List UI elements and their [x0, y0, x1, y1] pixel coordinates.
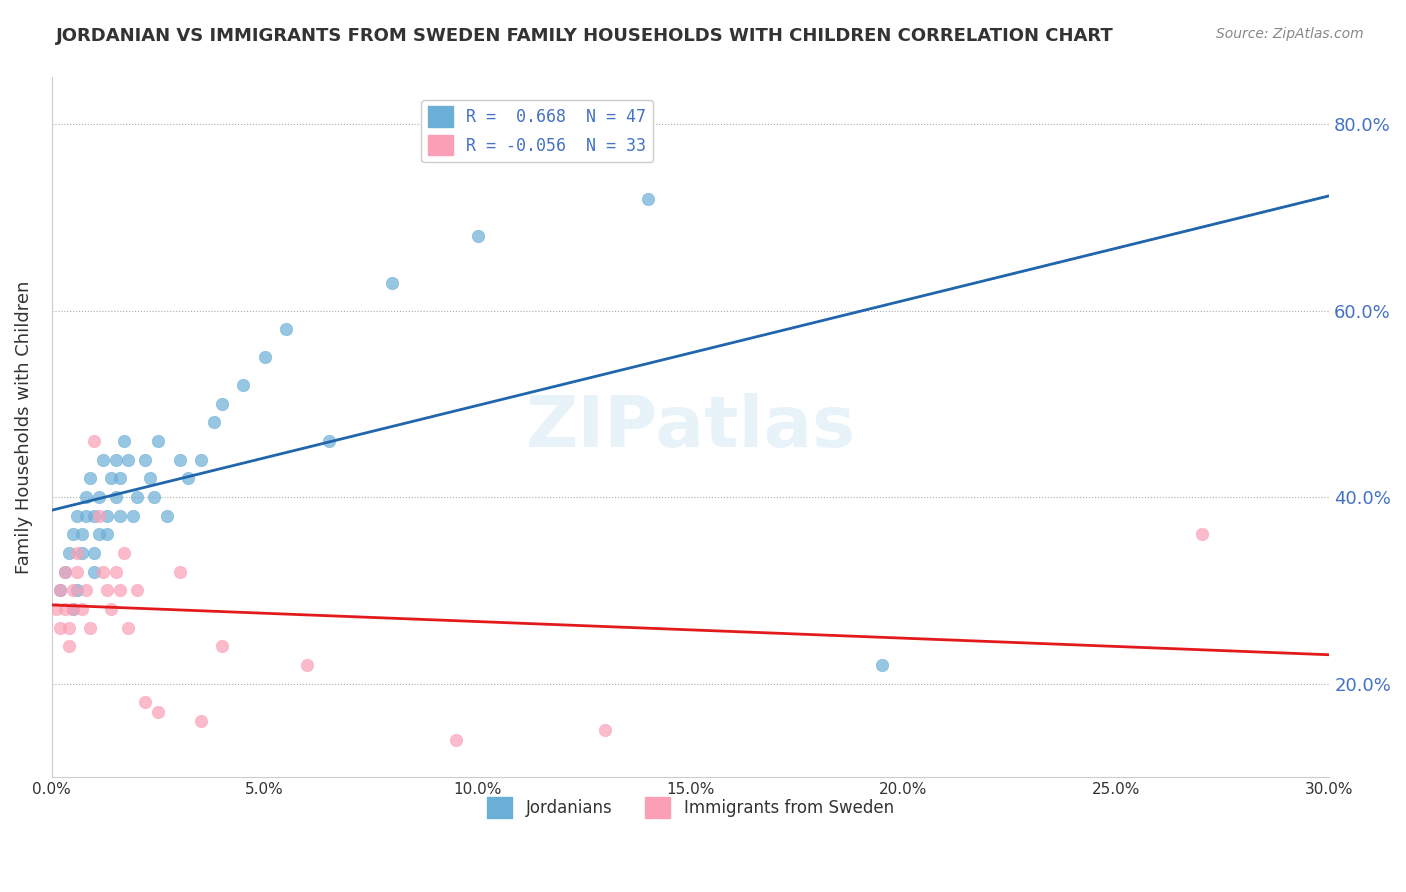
Point — [58, 621, 80, 635]
Point — [75, 490, 97, 504]
Point — [121, 508, 143, 523]
Point — [138, 471, 160, 485]
Point — [148, 705, 170, 719]
Point — [87, 527, 110, 541]
Point — [211, 640, 233, 654]
Point — [62, 602, 84, 616]
Point — [70, 527, 93, 541]
Point — [49, 621, 72, 635]
Point — [49, 583, 72, 598]
Point — [83, 434, 105, 449]
Point — [79, 621, 101, 635]
Point — [100, 471, 122, 485]
Point — [83, 546, 105, 560]
Y-axis label: Family Households with Children: Family Households with Children — [15, 280, 32, 574]
Point — [83, 508, 105, 523]
Point — [318, 434, 340, 449]
Point — [253, 350, 276, 364]
Point — [108, 508, 131, 523]
Point — [45, 602, 67, 616]
Point — [91, 565, 114, 579]
Point — [190, 714, 212, 728]
Point — [125, 583, 148, 598]
Point — [79, 471, 101, 485]
Point — [75, 508, 97, 523]
Point — [381, 276, 404, 290]
Point — [125, 490, 148, 504]
Point — [108, 471, 131, 485]
Point — [104, 490, 127, 504]
Point — [190, 452, 212, 467]
Point — [96, 583, 118, 598]
Point — [49, 583, 72, 598]
Point — [134, 452, 156, 467]
Point — [100, 602, 122, 616]
Point — [112, 546, 135, 560]
Point — [87, 508, 110, 523]
Point — [91, 452, 114, 467]
Point — [66, 583, 89, 598]
Point — [446, 732, 468, 747]
Point — [62, 602, 84, 616]
Point — [112, 434, 135, 449]
Point — [117, 621, 139, 635]
Point — [169, 565, 191, 579]
Point — [202, 416, 225, 430]
Point — [467, 229, 489, 244]
Legend: Jordanians, Immigrants from Sweden: Jordanians, Immigrants from Sweden — [481, 791, 901, 824]
Point — [169, 452, 191, 467]
Point — [70, 546, 93, 560]
Point — [297, 657, 319, 672]
Point — [58, 546, 80, 560]
Point — [70, 602, 93, 616]
Point — [156, 508, 179, 523]
Point — [58, 640, 80, 654]
Point — [53, 602, 76, 616]
Point — [104, 452, 127, 467]
Point — [177, 471, 200, 485]
Text: JORDANIAN VS IMMIGRANTS FROM SWEDEN FAMILY HOUSEHOLDS WITH CHILDREN CORRELATION : JORDANIAN VS IMMIGRANTS FROM SWEDEN FAMI… — [56, 27, 1114, 45]
Point — [66, 508, 89, 523]
Point — [637, 192, 659, 206]
Point — [148, 434, 170, 449]
Point — [870, 657, 893, 672]
Point — [53, 565, 76, 579]
Text: ZIPatlas: ZIPatlas — [526, 392, 856, 462]
Point — [134, 695, 156, 709]
Point — [66, 546, 89, 560]
Point — [274, 322, 297, 336]
Point — [83, 565, 105, 579]
Point — [595, 723, 617, 738]
Point — [62, 583, 84, 598]
Point — [75, 583, 97, 598]
Point — [211, 397, 233, 411]
Point — [62, 527, 84, 541]
Point — [1191, 527, 1213, 541]
Point — [108, 583, 131, 598]
Point — [142, 490, 165, 504]
Point — [53, 565, 76, 579]
Point — [96, 508, 118, 523]
Point — [117, 452, 139, 467]
Point — [66, 565, 89, 579]
Point — [232, 378, 254, 392]
Point — [87, 490, 110, 504]
Point — [96, 527, 118, 541]
Text: Source: ZipAtlas.com: Source: ZipAtlas.com — [1216, 27, 1364, 41]
Point — [104, 565, 127, 579]
